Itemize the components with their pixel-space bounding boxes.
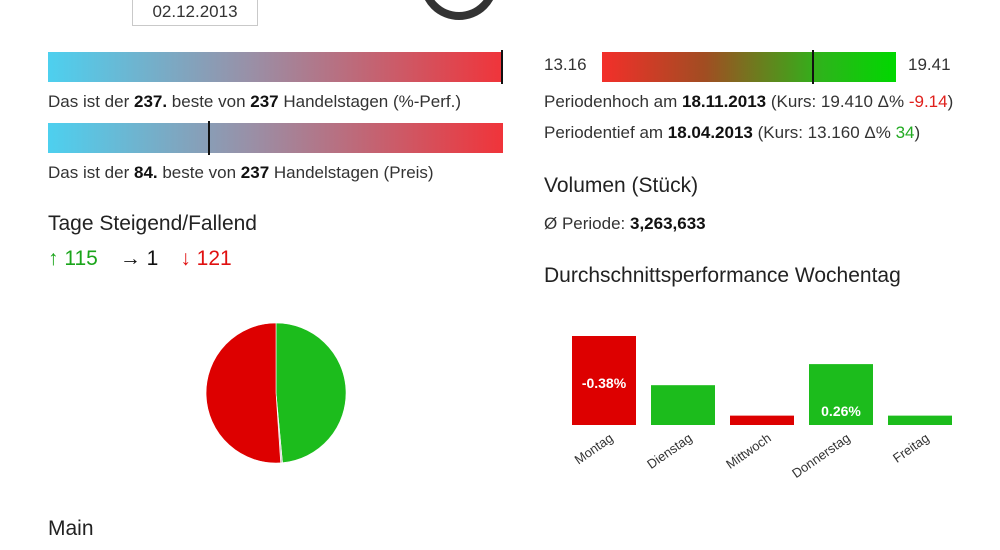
category-label-freitag: Freitag (890, 430, 932, 465)
bar-label-montag: -0.38% (582, 375, 627, 391)
category-label-montag: Montag (572, 430, 616, 467)
pie-slice-steigend (275, 322, 347, 464)
volume-value: 3,263,633 (630, 214, 706, 233)
volume-label: Ø Periode: (544, 214, 630, 233)
footer-title: Main (48, 517, 94, 540)
perf-rank-mid: beste von (167, 92, 251, 111)
range-low-label: 13.16 (544, 55, 587, 74)
period-high-date: 18.11.2013 (681, 92, 767, 111)
range-high-label: 19.41 (908, 55, 951, 74)
period-low-kurs: (Kurs: 13.160 Δ% (752, 123, 896, 142)
bar-label-dienstag: 0.17% (663, 424, 703, 440)
price-rank-mid: beste von (157, 163, 241, 182)
perf-rank-value: 237. (133, 92, 168, 111)
bar-donnerstag (809, 364, 873, 425)
perf-rank-suffix: Handelstagen (%-Perf.) (278, 92, 461, 111)
perf-rank-marker (501, 50, 503, 84)
period-high-delta: -9.14 (908, 92, 948, 111)
bar-dienstag (651, 385, 715, 425)
period-high-text: Periodenhoch am 18.11.2013 (Kurs: 19.410… (544, 92, 953, 112)
bar-freitag (888, 415, 952, 425)
weekday-bar-chart: -0.38%Montag 0.17%Dienstag Mittwoch0.26%Do… (572, 336, 952, 481)
weekday-chart-title: Durchschnittsperformance Wochentag (544, 264, 901, 287)
period-low-text: Periodentief am 18.04.2013 (Kurs: 13.160… (544, 123, 920, 143)
perf-rank-prefix: Das ist der (48, 92, 134, 111)
period-high-prefix: Periodenhoch am (544, 92, 682, 111)
volume-text: Ø Periode: 3,263,633 (544, 214, 706, 234)
period-low-close: ) (914, 123, 921, 142)
price-rank-text: Das ist der 84. beste von 237 Handelstag… (48, 163, 434, 183)
period-high-kurs: (Kurs: 19.410 Δ% (766, 92, 909, 111)
days-counts: ↑ 115 → 1 ↓ 121 (48, 247, 254, 271)
bar-label-donnerstag: 0.26% (821, 403, 861, 419)
days-down-count: ↓ 121 (180, 247, 232, 270)
price-rank-marker (208, 121, 210, 155)
days-pie-chart (205, 322, 347, 464)
loading-ring-icon (420, 0, 498, 20)
perf-rank-bar (48, 50, 503, 84)
perf-rank-total: 237 (250, 92, 279, 111)
days-title: Tage Steigend/Fallend (48, 212, 257, 235)
period-low-date: 18.04.2013 (667, 123, 753, 142)
volume-title: Volumen (Stück) (544, 174, 699, 197)
range-marker (812, 50, 814, 84)
days-up-count: ↑ 115 (48, 247, 98, 270)
pie-slice-fallend (205, 322, 281, 464)
range-bar (602, 50, 896, 84)
category-label-mittwoch: Mittwoch (723, 430, 774, 472)
days-flat-count: → 1 (119, 247, 159, 270)
category-label-donnerstag: Donnerstag (789, 430, 853, 481)
date-field: 02.12.2013 (132, 0, 258, 26)
price-rank-suffix: Handelstagen (Preis) (269, 163, 434, 182)
period-high-close: ) (947, 92, 954, 111)
bar-montag (572, 336, 636, 425)
price-rank-prefix: Das ist der (48, 163, 134, 182)
price-rank-value: 84. (133, 163, 158, 182)
price-rank-total: 237 (240, 163, 270, 182)
perf-rank-text: Das ist der 237. beste von 237 Handelsta… (48, 92, 461, 112)
bar-mittwoch (730, 415, 794, 425)
period-low-prefix: Periodentief am (544, 123, 668, 142)
price-rank-bar (48, 121, 503, 155)
period-low-delta: 34 (895, 123, 915, 142)
